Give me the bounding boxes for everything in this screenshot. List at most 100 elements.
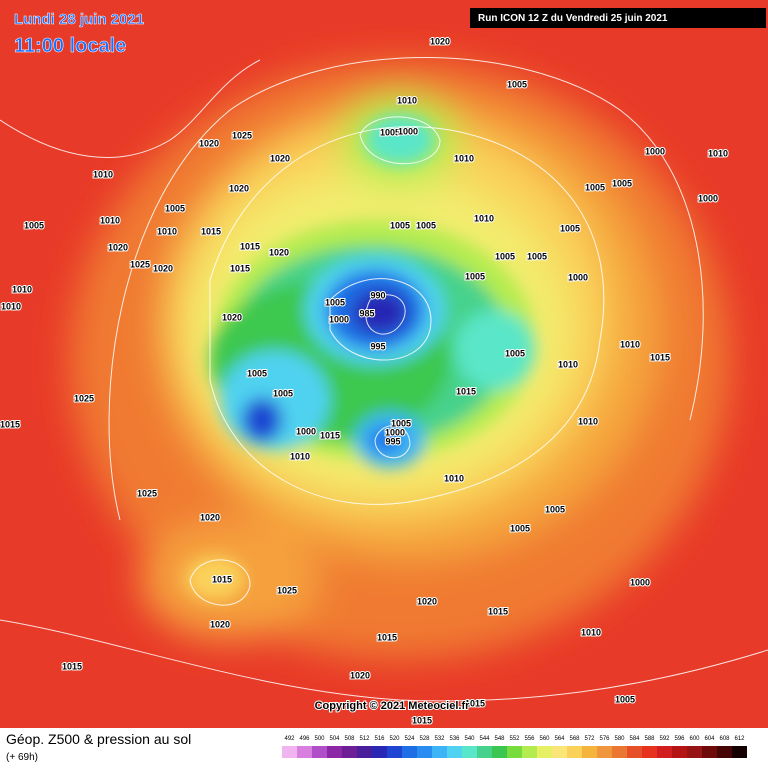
isobar-label: 1015 bbox=[0, 419, 20, 429]
isobar-label: 1005 bbox=[495, 251, 515, 261]
isobar-label: 1025 bbox=[130, 259, 150, 269]
isobar-label: 1005 bbox=[165, 203, 185, 213]
isobar-label: 1005 bbox=[615, 694, 635, 704]
isobar-label: 1010 bbox=[454, 153, 474, 163]
colorbar-tick-label: 608 bbox=[719, 736, 730, 742]
colorbar-tick-label: 504 bbox=[329, 736, 340, 742]
colorbar-swatch bbox=[522, 746, 537, 758]
colorbar-tick-label: 516 bbox=[374, 736, 385, 742]
isobar-label: 1015 bbox=[377, 632, 397, 642]
isobar-label: 1005 bbox=[465, 271, 485, 281]
isobar-label: 1015 bbox=[465, 698, 485, 708]
colorbar-tick-label: 588 bbox=[644, 736, 655, 742]
isobar-label: 1005 bbox=[390, 220, 410, 230]
isobar-label: 1020 bbox=[199, 138, 219, 148]
colorbar-tick-label: 532 bbox=[434, 736, 445, 742]
isobar-label: 1015 bbox=[456, 386, 476, 396]
colorbar-swatch bbox=[672, 746, 687, 758]
colorbar-tick-label: 584 bbox=[629, 736, 640, 742]
isobar-label: 1005 bbox=[585, 182, 605, 192]
colorbar-swatch bbox=[717, 746, 732, 758]
colorbar-swatch bbox=[597, 746, 612, 758]
isobar-label: 1020 bbox=[269, 247, 289, 257]
colorbar-swatch bbox=[642, 746, 657, 758]
colorbar-swatch bbox=[477, 746, 492, 758]
isobar-label: 1010 bbox=[157, 226, 177, 236]
colorbar-tick-label: 564 bbox=[554, 736, 565, 742]
isobar-label: 1015 bbox=[320, 430, 340, 440]
colorbar-swatch bbox=[282, 746, 297, 758]
isobar-label: 1020 bbox=[153, 263, 173, 273]
isobar-label: 995 bbox=[385, 436, 400, 446]
isobar-label: 1025 bbox=[232, 130, 252, 140]
isobar-label: 1005 bbox=[510, 523, 530, 533]
colorbar-swatch bbox=[612, 746, 627, 758]
colorbar-tick-label: 552 bbox=[509, 736, 520, 742]
colorbar-tick-label: 512 bbox=[359, 736, 370, 742]
isobar-label: 1005 bbox=[612, 178, 632, 188]
colorbar-swatch bbox=[537, 746, 552, 758]
isobar-label: 1005 bbox=[380, 127, 400, 137]
isobar-label: 1010 bbox=[1, 301, 21, 311]
isobar-label: 1010 bbox=[12, 284, 32, 294]
isobar-label: 1000 bbox=[329, 314, 349, 324]
colorbar-tick-label: 536 bbox=[449, 736, 460, 742]
isobar-label: 1020 bbox=[350, 670, 370, 680]
colorbar-tick-label: 544 bbox=[479, 736, 490, 742]
colorbar-swatch bbox=[492, 746, 507, 758]
isobar-label: 1015 bbox=[240, 241, 260, 251]
colorbar-tick-label: 508 bbox=[344, 736, 355, 742]
colorbar-swatch bbox=[387, 746, 402, 758]
colorbar-tick-label: 520 bbox=[389, 736, 400, 742]
isobar-label: 1005 bbox=[560, 223, 580, 233]
isobar-label: 1015 bbox=[201, 226, 221, 236]
isobar-label: 1010 bbox=[397, 95, 417, 105]
isobars bbox=[0, 57, 768, 702]
colorbar-swatch bbox=[357, 746, 372, 758]
isobar-label: 1005 bbox=[391, 418, 411, 428]
isobar-label: 1010 bbox=[578, 416, 598, 426]
isobar-label: 1000 bbox=[645, 146, 665, 156]
map-title: Géop. Z500 & pression au sol bbox=[6, 731, 191, 747]
isobar-label: 1010 bbox=[581, 627, 601, 637]
forecast-date: Lundi 28 juin 2021 bbox=[14, 11, 144, 28]
isobar-label: 995 bbox=[370, 341, 385, 351]
isobar-label: 1015 bbox=[62, 661, 82, 671]
isobar-label: 1025 bbox=[277, 585, 297, 595]
colorbar: 492 496 500 504 508 512 516 520 524 528 532 536 540 5… bbox=[282, 736, 747, 758]
colorbar-swatch bbox=[417, 746, 432, 758]
colorbar-swatch bbox=[732, 746, 747, 758]
colorbar-tick-label: 580 bbox=[614, 736, 625, 742]
isobar-label: 1000 bbox=[568, 272, 588, 282]
isobar-label: 1000 bbox=[296, 426, 316, 436]
isobar-label: 1010 bbox=[444, 473, 464, 483]
colorbar-swatch bbox=[462, 746, 477, 758]
isobar-label: 1005 bbox=[416, 220, 436, 230]
colorbar-tick-label: 528 bbox=[419, 736, 430, 742]
geopotential-field bbox=[0, 0, 768, 728]
colorbar-swatch bbox=[342, 746, 357, 758]
lead-time: (+ 69h) bbox=[6, 752, 38, 763]
colorbar-tick-label: 496 bbox=[299, 736, 310, 742]
colorbar-swatch bbox=[297, 746, 312, 758]
isobar-label: 1005 bbox=[325, 297, 345, 307]
colorbar-tick-label: 612 bbox=[734, 736, 745, 742]
colorbar-swatch bbox=[432, 746, 447, 758]
colorbar-swatch bbox=[627, 746, 642, 758]
colorbar-tick-label: 604 bbox=[704, 736, 715, 742]
isobar-label: 1010 bbox=[620, 339, 640, 349]
run-banner bbox=[470, 8, 766, 28]
isobar-label: 1020 bbox=[200, 512, 220, 522]
isobar-label: 1020 bbox=[430, 36, 450, 46]
isobar-label: 1020 bbox=[222, 312, 242, 322]
isobar-label: 1020 bbox=[417, 596, 437, 606]
isobar-label: 1025 bbox=[137, 488, 157, 498]
colorbar-tick-label: 492 bbox=[284, 736, 295, 742]
colorbar-swatch bbox=[447, 746, 462, 758]
isobar-label: 1005 bbox=[24, 220, 44, 230]
isobar-label: 1005 bbox=[527, 251, 547, 261]
colorbar-tick-label: 540 bbox=[464, 736, 475, 742]
isobar-label: 1005 bbox=[247, 368, 267, 378]
colorbar-swatch bbox=[687, 746, 702, 758]
